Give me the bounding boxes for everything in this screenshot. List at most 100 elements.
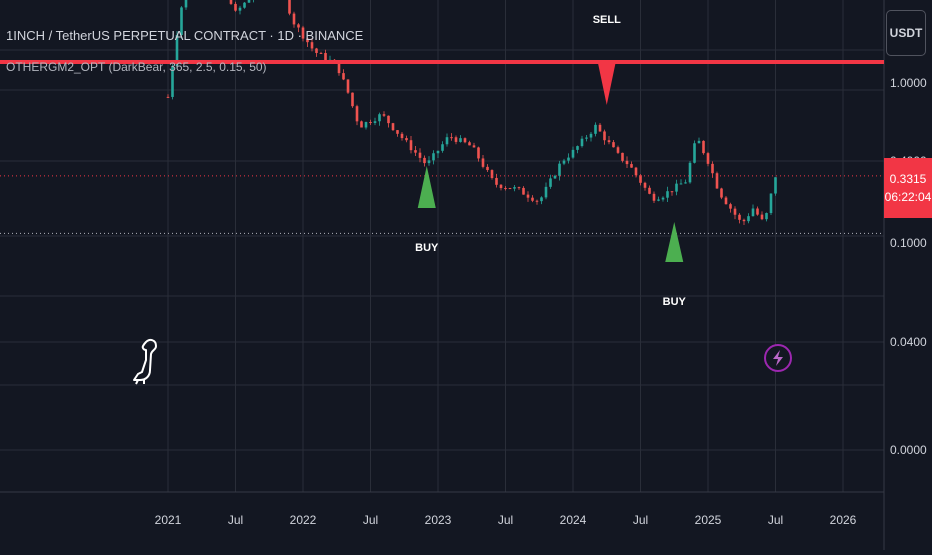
candle-body — [288, 0, 291, 14]
candle-body — [351, 92, 354, 107]
candle-body — [522, 187, 525, 195]
candle-body — [364, 122, 368, 128]
candle-body — [616, 147, 620, 153]
candle-body — [702, 140, 705, 154]
candle-body — [697, 140, 701, 144]
candle-body — [319, 52, 323, 54]
candle-body — [346, 79, 350, 93]
candle-body — [166, 96, 170, 98]
candle-body — [517, 187, 521, 189]
candle-body — [747, 216, 750, 222]
candle-body — [432, 153, 435, 161]
candle-body — [706, 153, 710, 164]
candle-body — [360, 121, 363, 128]
candle-body — [715, 173, 719, 189]
candle-body — [531, 197, 534, 201]
candle-body — [742, 219, 746, 222]
candle-body — [679, 183, 683, 185]
candle-body — [598, 124, 602, 132]
candle-body — [481, 158, 485, 167]
sell-marker — [597, 62, 616, 105]
candle-body — [724, 197, 728, 205]
candle-body — [765, 213, 768, 220]
currency-button[interactable]: USDT — [886, 10, 926, 56]
price-tick-label: 1.0000 — [890, 76, 927, 90]
candle-body — [234, 3, 237, 11]
time-tick-label: Jul — [363, 513, 378, 527]
candle-body — [369, 122, 372, 124]
candle-body — [247, 0, 251, 3]
candle-body — [760, 214, 764, 220]
candle-body — [657, 199, 660, 201]
candle-body — [585, 137, 588, 139]
lightning-icon[interactable] — [764, 344, 792, 372]
candle-body — [342, 73, 345, 80]
time-tick-label: Jul — [633, 513, 648, 527]
candle-body — [774, 177, 777, 194]
time-tick-label: 2024 — [560, 513, 587, 527]
candle-body — [171, 66, 174, 97]
candle-body — [238, 7, 242, 11]
candle-body — [639, 175, 642, 183]
candle-body — [594, 124, 597, 134]
candle-body — [463, 138, 467, 143]
candle-body — [625, 160, 629, 165]
candle-body — [571, 149, 575, 158]
candle-body — [423, 157, 426, 164]
indicator-label[interactable]: OTHERGM2_OPT (DarkBear, 365, 2.5, 0.15, … — [6, 60, 267, 74]
candle-body — [711, 163, 714, 174]
candle-body — [337, 61, 341, 74]
symbol-title[interactable]: 1INCH / TetherUS PERPETUAL CONTRACT · 1D… — [6, 28, 364, 43]
candle-body — [405, 138, 408, 141]
candle-body — [634, 167, 638, 176]
candle-body — [418, 152, 422, 158]
candle-body — [391, 123, 395, 131]
candle-body — [733, 208, 737, 215]
candle-body — [630, 164, 633, 168]
candle-body — [729, 204, 732, 209]
candle-body — [427, 160, 431, 164]
candle-body — [184, 0, 188, 8]
candle-body — [666, 191, 669, 198]
candle-body — [751, 208, 755, 217]
candle-body — [535, 200, 539, 202]
candle-body — [612, 142, 615, 148]
candle-body — [175, 35, 179, 67]
dino-logo-icon — [133, 338, 157, 385]
candle-body — [576, 146, 579, 150]
candle-body — [540, 197, 543, 202]
candle-body — [400, 133, 404, 139]
candle-body — [301, 27, 305, 39]
candle-body — [769, 193, 773, 214]
candle-body — [589, 133, 593, 138]
time-tick-label: 2023 — [425, 513, 452, 527]
candle-body — [324, 52, 327, 61]
price-tick-label: 0.0400 — [890, 335, 927, 349]
time-tick-label: 2021 — [155, 513, 182, 527]
last-price-value: 0.3315 — [889, 172, 927, 186]
candle-body — [720, 188, 723, 198]
buy-marker — [665, 222, 684, 262]
candle-body — [409, 140, 413, 151]
candle-body — [603, 131, 606, 141]
candle-body — [472, 145, 476, 148]
candle-body — [648, 187, 651, 194]
candle-body — [675, 183, 678, 192]
candle-body — [180, 7, 183, 36]
candle-body — [414, 150, 417, 153]
candle-body — [504, 188, 507, 190]
candle-body — [450, 137, 453, 139]
price-tick-label: 0.0000 — [890, 443, 927, 457]
price-tick-label: 0.1000 — [890, 236, 927, 250]
candle-body — [549, 178, 552, 187]
buy-label: BUY — [662, 296, 686, 308]
candle-body — [567, 157, 570, 161]
time-tick-label: 2026 — [830, 513, 857, 527]
candle-body — [688, 162, 692, 183]
candle-body — [513, 187, 516, 189]
sell-label: SELL — [592, 14, 621, 26]
grid-layer — [0, 0, 885, 550]
candle-body — [436, 150, 440, 154]
